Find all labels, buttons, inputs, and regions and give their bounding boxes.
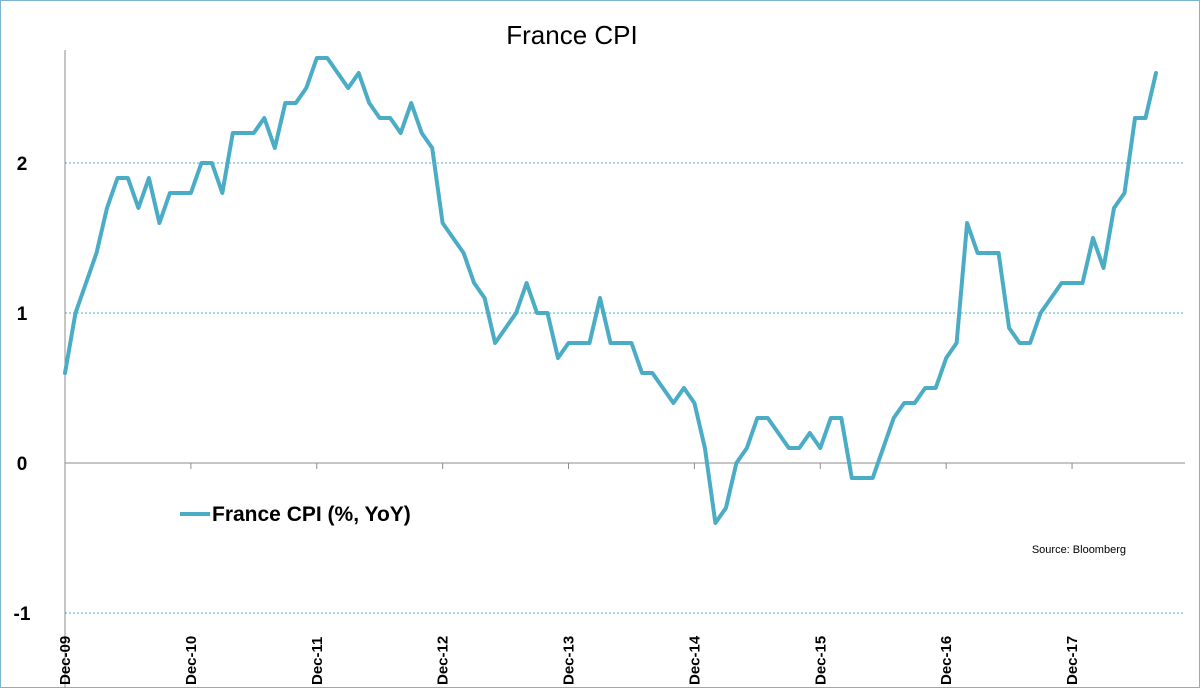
y-tick-label: 1 xyxy=(17,304,28,325)
x-tick-label: Dec-17 xyxy=(1064,636,1081,685)
chart-title: France CPI xyxy=(506,20,638,50)
grid-lines xyxy=(65,162,1185,614)
source-note: Source: Bloomberg xyxy=(1032,544,1126,556)
x-tick-label: Dec-13 xyxy=(561,636,578,685)
x-tick-label: Dec-10 xyxy=(183,636,200,685)
y-tick-label: 2 xyxy=(17,154,28,175)
y-axis-ticks: -1 0 1 2 xyxy=(14,154,31,625)
x-axis: Dec-09 Dec-10 Dec-11 Dec-12 Dec-13 Dec-14 Dec-… xyxy=(57,50,1185,688)
x-tick-label: Dec-09 xyxy=(57,636,74,685)
legend: France CPI (%, YoY) xyxy=(180,503,411,526)
legend-label: France CPI (%, YoY) xyxy=(212,503,411,526)
x-tick-label: Dec-12 xyxy=(435,636,452,685)
series-line-france-cpi xyxy=(63,56,1158,525)
x-tick-label: Dec-14 xyxy=(686,635,703,685)
y-tick-label: -1 xyxy=(14,604,31,625)
x-tick-label: Dec-16 xyxy=(938,636,955,685)
x-tick-label: Dec-11 xyxy=(309,637,326,685)
series-layer xyxy=(63,56,1158,525)
y-tick-label: 0 xyxy=(17,454,28,475)
x-tick-label: Dec-15 xyxy=(812,636,829,685)
